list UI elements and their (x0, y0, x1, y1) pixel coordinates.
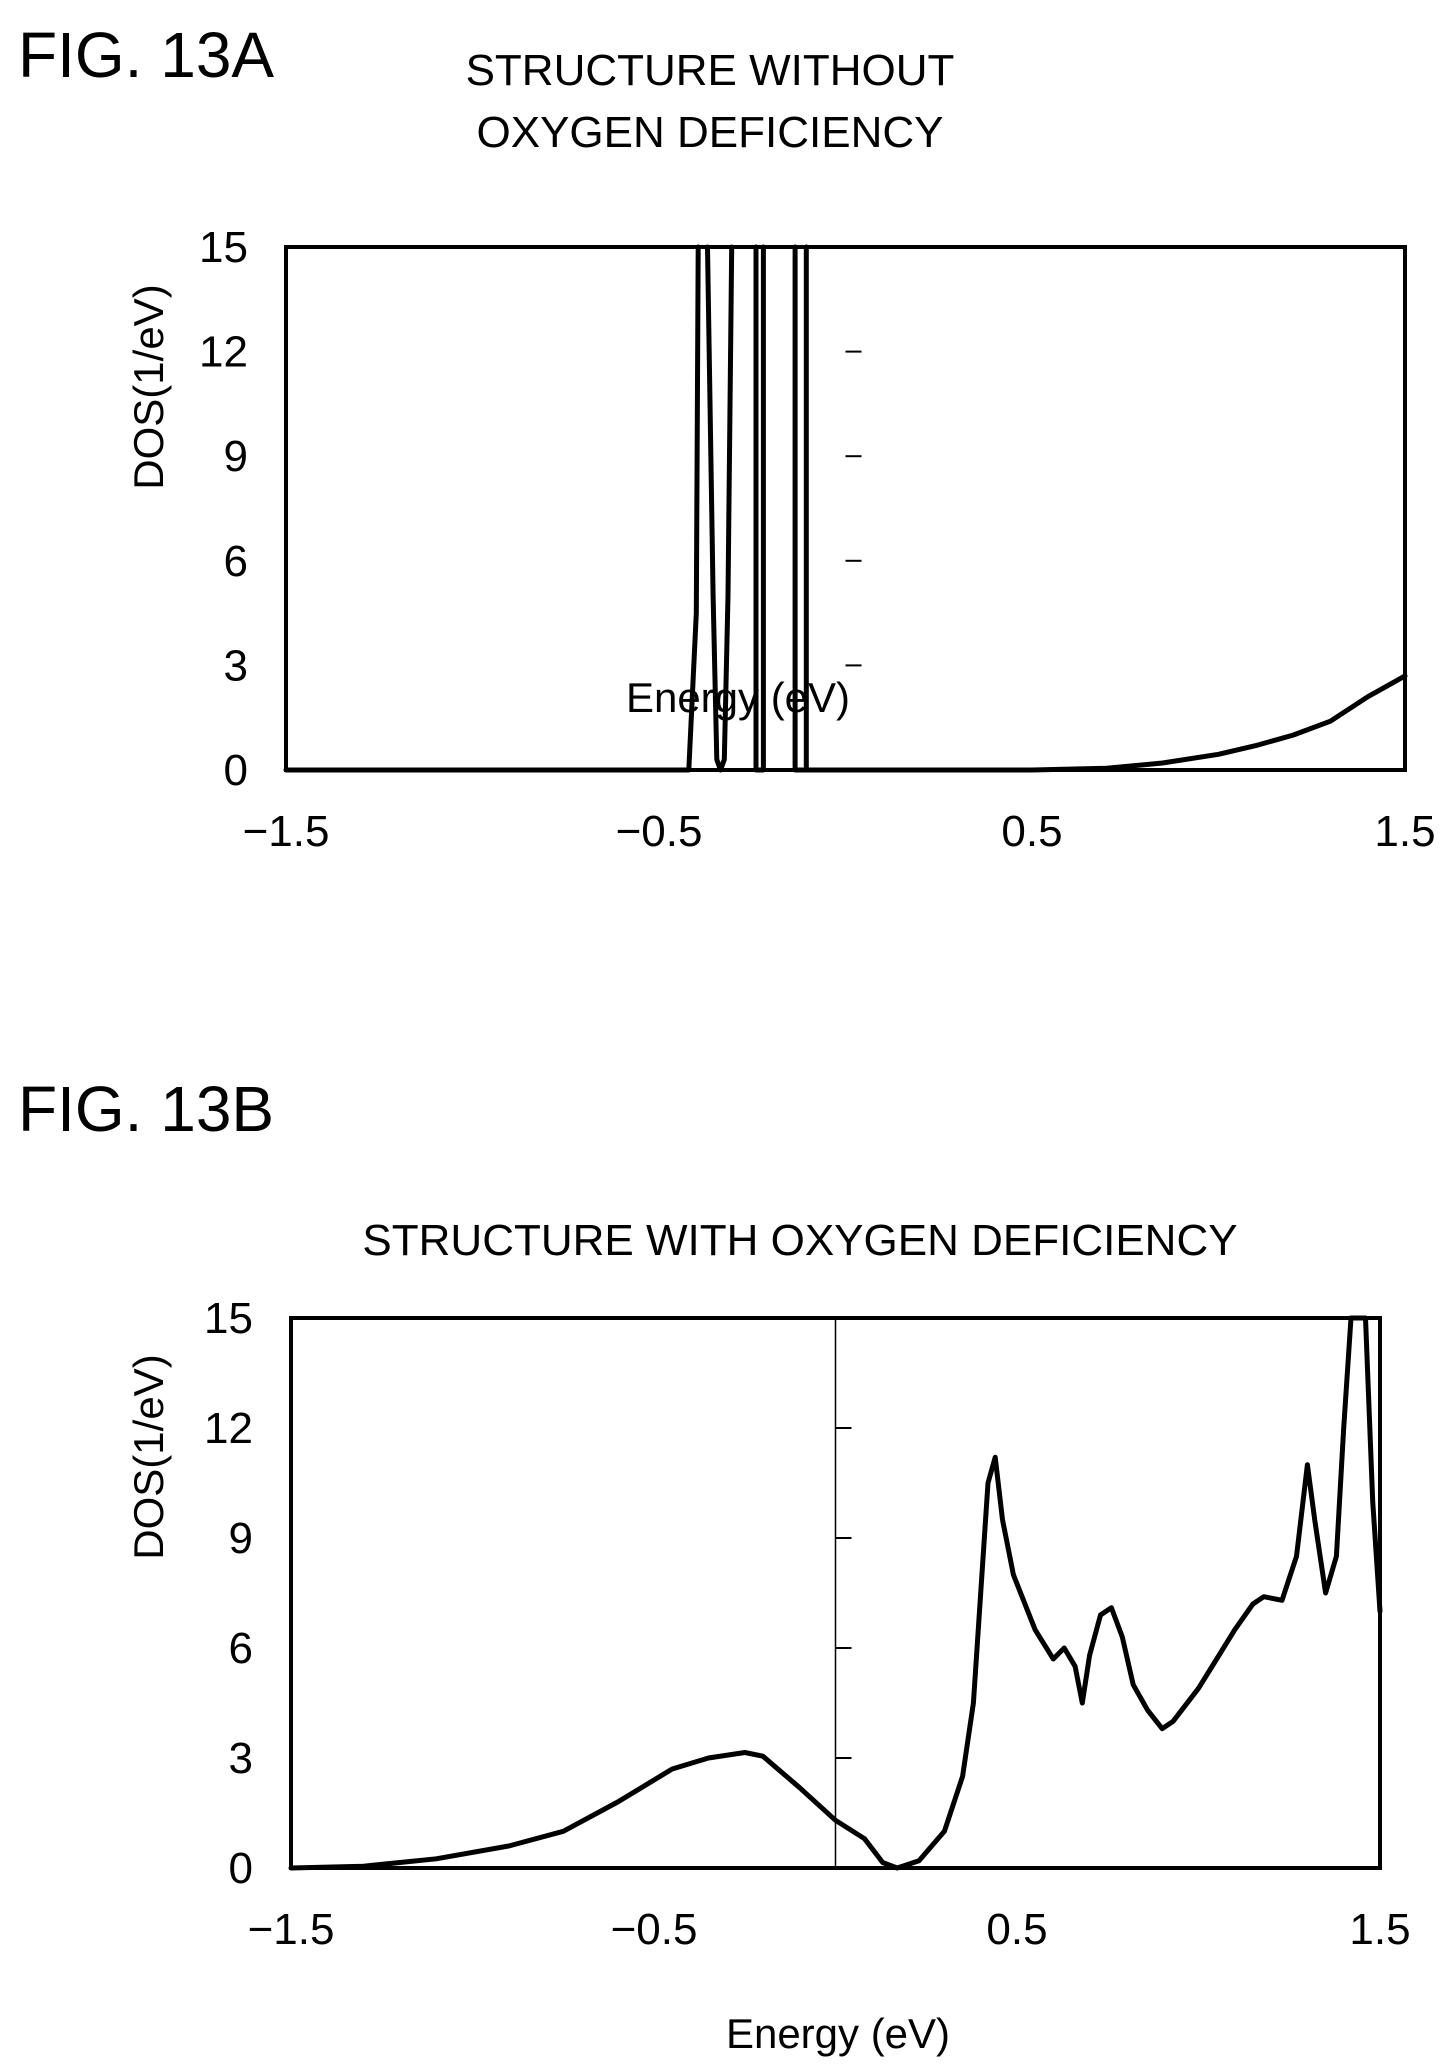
chart-a-series-line (753, 244, 766, 773)
chart-b-xtick-label: −1.5 (248, 1905, 335, 1954)
figure-a-label: FIG. 13A (18, 19, 275, 91)
chart-a-title: STRUCTURE WITHOUT OXYGEN DEFICIENCY (465, 46, 955, 157)
chart-b-ytick-label: 9 (229, 1514, 253, 1563)
chart-a-ytick-label: 6 (224, 537, 248, 586)
chart-a-xlabel: Energy (eV) (625, 674, 851, 721)
chart-a-ytick-label: 15 (199, 223, 248, 272)
chart-a-ytick-label: 3 (224, 641, 248, 690)
chart-b-xtick-label: −0.5 (611, 1905, 698, 1954)
chart-b-ytick-label: 6 (229, 1624, 253, 1673)
figure-b-label: FIG. 13B (18, 1073, 275, 1145)
chart-b-ytick-label: 3 (229, 1734, 253, 1783)
chart-a-xtick-label: −0.5 (616, 807, 703, 856)
chart-a-ytick-label: 9 (224, 432, 248, 481)
chart-a-series-line (792, 244, 809, 773)
chart-a-plot-frame (284, 245, 1407, 772)
chart-b-ytick-label: 12 (204, 1404, 253, 1453)
chart-a-xtick-label: −1.5 (243, 807, 330, 856)
chart-a-series-line (803, 673, 1408, 773)
chart-b-xtick-label: 1.5 (1349, 1905, 1410, 1954)
chart-b-series-line (288, 1315, 1383, 1871)
chart-a-series-line (283, 244, 701, 773)
chart-a-ytick-label: 0 (224, 746, 248, 795)
chart-a-ytick-label: 12 (199, 328, 248, 377)
chart-b-ytick-label: 0 (229, 1844, 253, 1893)
chart-b-xlabel: Energy (eV) (725, 2010, 951, 2057)
chart-a-xtick-label: 0.5 (1001, 807, 1062, 856)
chart-b-xtick-label: 0.5 (986, 1905, 1047, 1954)
chart-b-ytick-label: 15 (204, 1294, 253, 1343)
chart-b-title: STRUCTURE WITH OXYGEN DEFICIENCY (362, 1216, 1238, 1265)
chart-a-xtick-label: 1.5 (1374, 807, 1435, 856)
chart-a-series-line (705, 244, 735, 773)
